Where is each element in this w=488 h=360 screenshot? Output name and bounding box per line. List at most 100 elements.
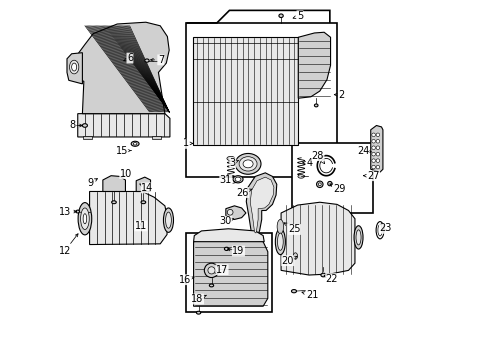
Ellipse shape <box>314 104 317 107</box>
Bar <box>186 233 272 312</box>
Text: 23: 23 <box>379 224 391 233</box>
Ellipse shape <box>235 153 261 174</box>
Ellipse shape <box>196 311 201 314</box>
Text: 18: 18 <box>191 294 206 304</box>
Ellipse shape <box>320 273 325 277</box>
Bar <box>186 23 336 177</box>
Text: 14: 14 <box>140 183 153 193</box>
Circle shape <box>375 159 379 162</box>
Bar <box>152 135 161 139</box>
Text: 19: 19 <box>227 246 244 256</box>
Ellipse shape <box>81 208 89 229</box>
Bar <box>83 135 92 139</box>
Circle shape <box>316 181 323 188</box>
Polygon shape <box>193 229 264 242</box>
Ellipse shape <box>297 175 304 178</box>
Text: 11: 11 <box>135 221 147 231</box>
Ellipse shape <box>111 201 116 204</box>
Polygon shape <box>281 202 354 275</box>
Text: 29: 29 <box>329 184 345 194</box>
Text: 30: 30 <box>219 216 233 226</box>
Ellipse shape <box>69 60 79 74</box>
Text: 25: 25 <box>284 223 300 234</box>
Ellipse shape <box>239 157 257 171</box>
Circle shape <box>371 165 375 169</box>
Text: 28: 28 <box>311 150 324 163</box>
Polygon shape <box>102 176 125 192</box>
Text: 9: 9 <box>87 178 97 188</box>
Ellipse shape <box>76 210 80 213</box>
Ellipse shape <box>209 284 213 287</box>
Text: 10: 10 <box>120 168 132 179</box>
Ellipse shape <box>243 160 253 168</box>
Polygon shape <box>250 177 273 233</box>
Polygon shape <box>78 114 169 137</box>
Text: 8: 8 <box>70 121 82 130</box>
Ellipse shape <box>233 176 243 183</box>
Text: 3: 3 <box>229 158 238 168</box>
Text: 1: 1 <box>183 139 192 148</box>
Circle shape <box>204 263 218 278</box>
Text: 24: 24 <box>356 145 370 156</box>
Text: 20: 20 <box>281 256 296 266</box>
Text: 4: 4 <box>302 158 312 168</box>
Polygon shape <box>89 192 167 244</box>
Circle shape <box>371 133 375 136</box>
Circle shape <box>375 146 379 149</box>
Ellipse shape <box>277 233 283 250</box>
Ellipse shape <box>278 14 283 18</box>
Circle shape <box>371 139 375 143</box>
Bar <box>192 37 298 145</box>
Text: 15: 15 <box>115 145 131 156</box>
Text: 13: 13 <box>59 207 77 217</box>
Text: 26: 26 <box>236 188 251 198</box>
Polygon shape <box>370 126 382 172</box>
Text: 6: 6 <box>123 53 133 63</box>
Text: 17: 17 <box>215 265 228 275</box>
Ellipse shape <box>78 203 92 235</box>
Ellipse shape <box>131 141 139 146</box>
Circle shape <box>371 152 375 156</box>
Circle shape <box>327 181 331 186</box>
Polygon shape <box>75 22 169 114</box>
Ellipse shape <box>83 214 86 224</box>
Circle shape <box>375 133 379 136</box>
Ellipse shape <box>377 225 382 236</box>
Text: 16: 16 <box>179 275 194 285</box>
Polygon shape <box>136 177 150 192</box>
Polygon shape <box>193 237 267 306</box>
Text: 27: 27 <box>363 171 379 181</box>
Ellipse shape <box>226 156 234 161</box>
Ellipse shape <box>72 63 77 71</box>
Ellipse shape <box>141 201 145 204</box>
Ellipse shape <box>291 289 296 293</box>
Bar <box>291 143 372 213</box>
Ellipse shape <box>82 124 87 127</box>
Circle shape <box>375 152 379 156</box>
Polygon shape <box>298 32 330 98</box>
Ellipse shape <box>133 143 137 145</box>
Circle shape <box>375 139 379 143</box>
Text: 5: 5 <box>292 11 303 21</box>
Circle shape <box>375 165 379 169</box>
Polygon shape <box>225 206 245 220</box>
Ellipse shape <box>163 208 173 232</box>
Ellipse shape <box>144 59 149 62</box>
Text: 31: 31 <box>219 175 235 185</box>
Ellipse shape <box>293 253 297 259</box>
Text: 22: 22 <box>324 274 337 284</box>
Ellipse shape <box>275 229 285 255</box>
Circle shape <box>207 267 215 274</box>
Ellipse shape <box>353 226 362 249</box>
Text: 12: 12 <box>59 234 78 256</box>
Ellipse shape <box>355 230 360 245</box>
Circle shape <box>371 159 375 162</box>
Circle shape <box>227 210 233 215</box>
Text: 21: 21 <box>302 291 318 301</box>
Text: 7: 7 <box>150 55 163 65</box>
Ellipse shape <box>165 212 171 228</box>
Text: 2: 2 <box>334 90 344 100</box>
Polygon shape <box>246 173 276 235</box>
Circle shape <box>371 146 375 149</box>
Ellipse shape <box>224 247 228 251</box>
